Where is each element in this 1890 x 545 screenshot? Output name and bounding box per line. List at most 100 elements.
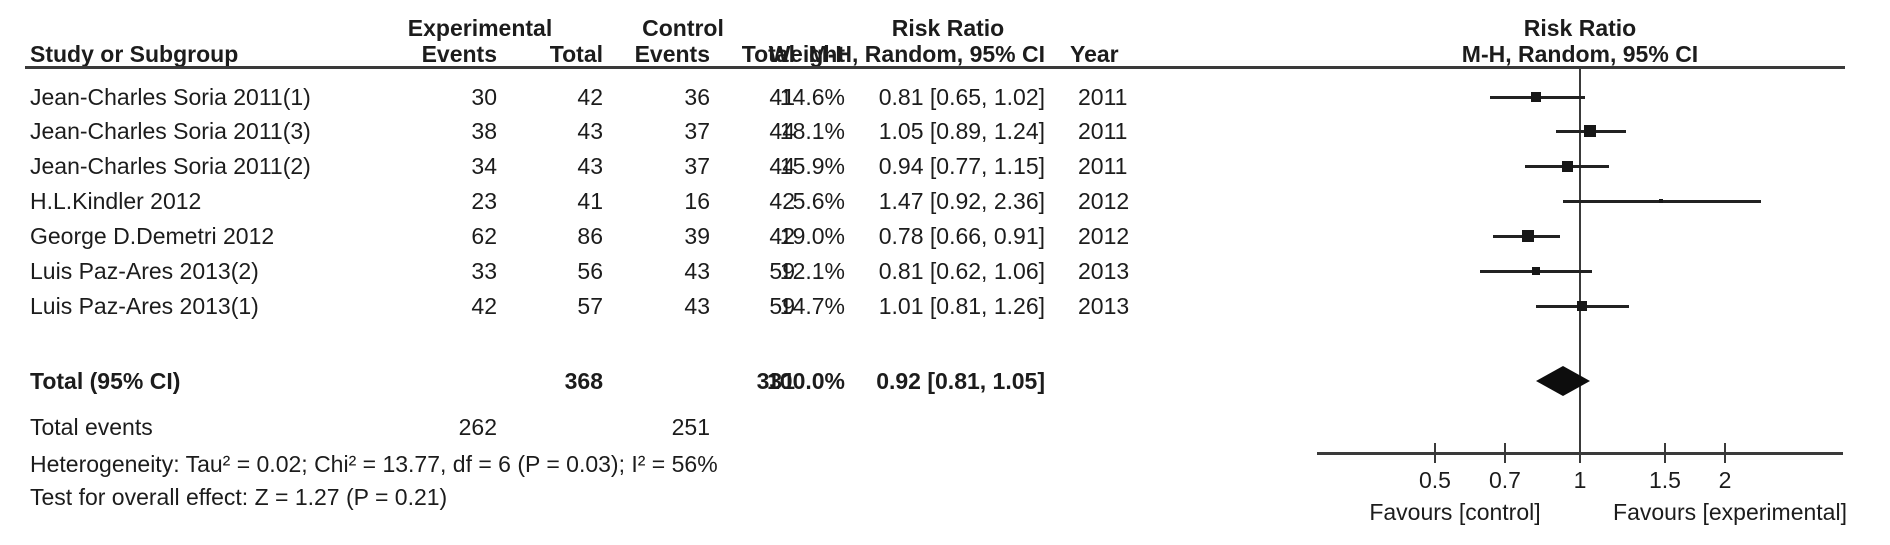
study-events-ctl: 43 [684, 293, 710, 319]
study-total-exp: 56 [577, 258, 603, 284]
summary-diamond [1536, 366, 1590, 396]
header-group-control: Control [642, 15, 724, 41]
study-name: George D.Demetri 2012 [30, 223, 275, 249]
study-weight: 14.6% [779, 84, 845, 110]
header-risk-ratio-right: Risk Ratio [1523, 15, 1637, 41]
study-events-ctl: 39 [684, 223, 710, 249]
study-year: 2012 [1078, 188, 1130, 214]
header-year: Year [1070, 41, 1119, 67]
header-underline [25, 66, 1845, 69]
study-total-ctl: 59 [769, 293, 795, 319]
study-year: 2012 [1078, 223, 1130, 249]
study-total-ctl: 44 [769, 118, 795, 144]
study-total-exp: 86 [577, 223, 603, 249]
study-name: Luis Paz-Ares 2013(1) [30, 293, 259, 319]
favours-left-label: Favours [control] [1369, 499, 1541, 525]
header-risk-ratio-left: Risk Ratio [891, 15, 1005, 41]
null-effect-line [1579, 68, 1581, 453]
overall-effect-text: Test for overall effect: Z = 1.27 (P = 0… [30, 484, 448, 510]
point-estimate-marker [1531, 92, 1541, 102]
study-events-exp: 30 [471, 84, 497, 110]
study-year: 2011 [1078, 153, 1128, 179]
study-events-ctl: 36 [684, 84, 710, 110]
study-name: Jean-Charles Soria 2011(2) [30, 153, 311, 179]
heterogeneity-text: Heterogeneity: Tau² = 0.02; Chi² = 13.77… [30, 451, 718, 477]
total-weight: 100.0% [766, 368, 845, 394]
header-total-exp: Total [549, 41, 603, 67]
header-events-exp: Events [421, 41, 497, 67]
study-total-ctl: 41 [769, 84, 795, 110]
study-weight: 18.1% [779, 118, 845, 144]
study-ci-label: 0.78 [0.66, 0.91] [878, 223, 1045, 249]
study-events-exp: 33 [471, 258, 497, 284]
study-events-exp: 38 [471, 118, 497, 144]
axis-tick-label: 0.5 [1419, 467, 1451, 493]
header-events-ctl: Events [634, 41, 710, 67]
total-label: Total (95% CI) [30, 368, 181, 394]
study-ci-label: 0.81 [0.62, 1.06] [878, 258, 1045, 284]
study-weight: 15.9% [779, 153, 845, 179]
study-name: Jean-Charles Soria 2011(1) [30, 84, 311, 110]
header-mh-ci-right: M-H, Random, 95% CI [1461, 41, 1699, 67]
study-name: Luis Paz-Ares 2013(2) [30, 258, 259, 284]
study-year: 2013 [1078, 293, 1130, 319]
header-total-ctl: Total [741, 41, 795, 67]
total-events-exp: 262 [458, 414, 497, 440]
axis-tick-label: 0.7 [1489, 467, 1521, 493]
axis-tick [1504, 443, 1506, 463]
study-ci-label: 1.47 [0.92, 2.36] [878, 188, 1045, 214]
header-study: Study or Subgroup [30, 41, 239, 67]
study-events-ctl: 43 [684, 258, 710, 284]
study-events-ctl: 37 [684, 153, 710, 179]
axis-tick [1434, 443, 1436, 463]
point-estimate-marker [1577, 301, 1587, 311]
study-events-ctl: 16 [684, 188, 710, 214]
study-ci-label: 1.05 [0.89, 1.24] [878, 118, 1045, 144]
study-ci-label: 0.94 [0.77, 1.15] [878, 153, 1045, 179]
total-ctl-total: 331 [756, 368, 795, 394]
point-estimate-marker [1562, 161, 1573, 172]
study-name: Jean-Charles Soria 2011(3) [30, 118, 311, 144]
study-year: 2011 [1078, 84, 1128, 110]
study-weight: 14.7% [779, 293, 845, 319]
total-events-label: Total events [30, 414, 153, 440]
study-year: 2013 [1078, 258, 1130, 284]
total-events-ctl: 251 [671, 414, 710, 440]
point-estimate-marker [1584, 125, 1596, 137]
study-weight: 12.1% [779, 258, 845, 284]
axis-tick-label: 1.5 [1649, 467, 1681, 493]
axis-tick [1664, 443, 1666, 463]
study-weight: 19.0% [779, 223, 845, 249]
study-total-exp: 41 [577, 188, 603, 214]
study-ci-label: 1.01 [0.81, 1.26] [878, 293, 1045, 319]
favours-right-label: Favours [experimental] [1613, 499, 1847, 525]
axis-tick-label: 2 [1718, 467, 1732, 493]
total-exp-total: 368 [564, 368, 603, 394]
study-events-exp: 42 [471, 293, 497, 319]
study-events-exp: 23 [471, 188, 497, 214]
study-weight: 5.6% [792, 188, 845, 214]
study-total-exp: 43 [577, 118, 603, 144]
study-events-exp: 62 [471, 223, 497, 249]
study-name: H.L.Kindler 2012 [30, 188, 202, 214]
point-estimate-marker [1532, 267, 1540, 275]
study-events-ctl: 37 [684, 118, 710, 144]
axis-tick [1724, 443, 1726, 463]
study-total-exp: 43 [577, 153, 603, 179]
axis-tick-label: 1 [1573, 467, 1587, 493]
study-total-exp: 57 [577, 293, 603, 319]
study-total-ctl: 42 [769, 188, 795, 214]
total-ci-label: 0.92 [0.81, 1.05] [876, 368, 1045, 394]
study-total-exp: 42 [577, 84, 603, 110]
point-estimate-marker [1659, 199, 1663, 203]
study-events-exp: 34 [471, 153, 497, 179]
point-estimate-marker [1522, 230, 1534, 242]
header-mh-ci: M-H, Random, 95% CI [808, 41, 1045, 67]
header-group-experimental: Experimental [407, 15, 553, 41]
study-total-ctl: 59 [769, 258, 795, 284]
study-total-ctl: 42 [769, 223, 795, 249]
axis-tick [1579, 443, 1581, 463]
study-ci-label: 0.81 [0.65, 1.02] [878, 84, 1045, 110]
study-total-ctl: 44 [769, 153, 795, 179]
